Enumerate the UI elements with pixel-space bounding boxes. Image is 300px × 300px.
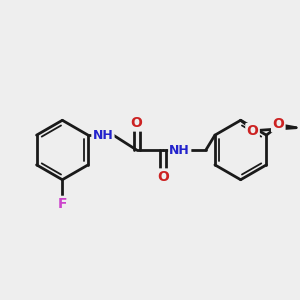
Text: O: O: [272, 117, 284, 131]
Text: NH: NH: [92, 129, 113, 142]
Text: O: O: [131, 116, 142, 130]
Text: NH: NH: [169, 143, 190, 157]
Text: O: O: [158, 170, 169, 184]
Text: F: F: [58, 197, 67, 211]
Text: O: O: [247, 124, 259, 138]
